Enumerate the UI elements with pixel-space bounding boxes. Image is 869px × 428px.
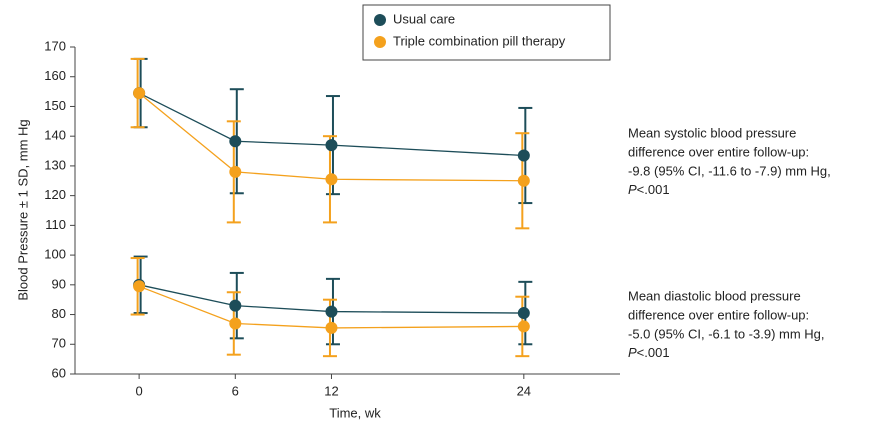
series-line xyxy=(138,284,524,314)
legend-marker xyxy=(374,14,386,26)
y-tick-label: 110 xyxy=(45,217,66,232)
data-point xyxy=(229,317,242,330)
data-point xyxy=(517,320,530,333)
annotation-p: P<.001 xyxy=(628,345,670,360)
data-point xyxy=(325,139,338,152)
y-tick-label: 100 xyxy=(44,247,66,262)
data-point xyxy=(517,174,530,187)
data-point xyxy=(325,305,338,318)
legend-marker xyxy=(374,36,386,48)
data-point xyxy=(133,280,146,293)
data-point xyxy=(325,321,338,334)
annotation-line: Mean systolic blood pressure xyxy=(628,125,796,140)
series-line xyxy=(138,92,524,182)
data-point xyxy=(325,173,338,186)
p-value: <.001 xyxy=(637,345,670,360)
annotation-line: difference over entire follow-up: xyxy=(628,144,809,159)
x-tick-label: 24 xyxy=(517,383,531,398)
p-value: <.001 xyxy=(637,182,670,197)
data-point xyxy=(229,165,242,178)
data-point xyxy=(517,307,530,320)
y-tick-label: 130 xyxy=(44,157,66,172)
p-label: P xyxy=(628,345,637,360)
x-tick-label: 12 xyxy=(324,383,338,398)
annotation-p: P<.001 xyxy=(628,182,670,197)
annotation-line: -5.0 (95% CI, -6.1 to -3.9) mm Hg, xyxy=(628,326,825,341)
legend-label: Usual care xyxy=(393,11,455,26)
y-axis-title: Blood Pressure ± 1 SD, mm Hg xyxy=(15,119,30,300)
x-tick-label: 0 xyxy=(136,383,143,398)
y-tick-label: 70 xyxy=(52,336,66,351)
x-tick-label: 6 xyxy=(232,383,239,398)
legend-label: Triple combination pill therapy xyxy=(393,33,566,48)
y-tick-label: 90 xyxy=(52,276,66,291)
y-tick-label: 150 xyxy=(44,98,66,113)
annotation-line: difference over entire follow-up: xyxy=(628,307,809,322)
p-label: P xyxy=(628,182,637,197)
data-point xyxy=(517,149,530,162)
data-point xyxy=(133,87,146,100)
legend-box xyxy=(362,4,611,61)
series-line xyxy=(138,92,524,157)
data-point xyxy=(229,299,242,312)
y-tick-label: 170 xyxy=(44,38,66,53)
y-tick-label: 160 xyxy=(44,68,66,83)
y-tick-label: 140 xyxy=(44,128,66,143)
y-tick-label: 120 xyxy=(44,187,66,202)
x-axis-title: Time, wk xyxy=(329,405,381,420)
y-tick-label: 80 xyxy=(52,306,66,321)
data-point xyxy=(229,135,242,148)
series-line xyxy=(138,285,524,329)
annotation-line: Mean diastolic blood pressure xyxy=(628,288,801,303)
annotation-line: -9.8 (95% CI, -11.6 to -7.9) mm Hg, xyxy=(628,163,831,178)
y-tick-label: 60 xyxy=(52,365,66,380)
